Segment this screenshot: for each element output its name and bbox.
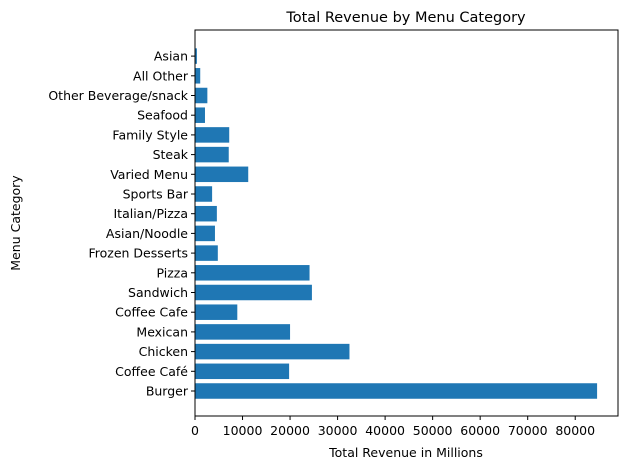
y-tick-label-mexican: Mexican [136, 324, 188, 339]
y-tick-label-italian-pizza: Italian/Pizza [113, 206, 188, 221]
bar-asian [195, 48, 197, 64]
y-tick-label-seafood: Seafood [137, 108, 188, 123]
y-tick-label-chicken: Chicken [139, 344, 188, 359]
x-tick-label-60000: 60000 [460, 423, 500, 438]
bar-seafood [195, 107, 205, 123]
y-tick-label-all-other: All Other [133, 68, 189, 83]
bar-asian-noodle [195, 225, 215, 242]
bar-italian-pizza [195, 205, 217, 222]
y-tick-label-burger: Burger [146, 384, 189, 399]
bar-frozen-desserts [195, 245, 218, 261]
y-tick-label-sandwich: Sandwich [128, 285, 188, 300]
bars [195, 48, 598, 399]
bar-pizza [195, 265, 310, 281]
bar-steak [195, 146, 229, 163]
x-ticks: 0 10000 20000 30000 40000 50000 60000 70000 8000… [191, 416, 595, 438]
y-tick-label-pizza: Pizza [156, 265, 188, 280]
x-tick-label-80000: 80000 [555, 423, 595, 438]
bar-coffee-cafe [195, 304, 238, 320]
x-tick-label-40000: 40000 [365, 423, 405, 438]
bar-sports-bar [195, 186, 213, 202]
y-tick-label-steak: Steak [153, 147, 189, 162]
bar-all-other [195, 68, 201, 84]
bar-varied-menu [195, 166, 249, 183]
x-tick-label-30000: 30000 [318, 423, 358, 438]
y-tick-label-coffee-caf: Coffee Café [115, 364, 188, 379]
bar-sandwich [195, 284, 312, 301]
chart-title: Total Revenue by Menu Category [285, 10, 526, 26]
y-tick-label-asian: Asian [154, 49, 188, 64]
bar-family-style [195, 127, 230, 143]
bar-burger [195, 383, 598, 399]
bar-chicken [195, 343, 350, 360]
x-axis-label: Total Revenue in Millions [328, 445, 483, 460]
y-tick-label-frozen-desserts: Frozen Desserts [88, 246, 188, 261]
y-axis-label: Menu Category [8, 175, 23, 271]
y-ticks: Burger Coffee Café Chicken Mexican Coffee Ca… [48, 49, 195, 399]
bar-coffee-caf [195, 363, 290, 380]
x-tick-label-10000: 10000 [223, 423, 263, 438]
y-tick-label-family-style: Family Style [112, 127, 188, 142]
plot-frame [194, 29, 619, 417]
y-tick-label-other-beverage-snack: Other Beverage/snack [48, 88, 188, 103]
x-tick-label-0: 0 [191, 423, 199, 438]
bar-mexican [195, 324, 291, 340]
x-tick-label-50000: 50000 [413, 423, 453, 438]
x-tick-label-20000: 20000 [270, 423, 310, 438]
y-tick-label-asian-noodle: Asian/Noodle [106, 226, 188, 241]
y-tick-label-varied-menu: Varied Menu [110, 167, 188, 182]
y-tick-label-sports-bar: Sports Bar [123, 187, 189, 202]
x-tick-label-70000: 70000 [508, 423, 548, 438]
bar-other-beverage-snack [195, 87, 208, 104]
y-tick-label-coffee-cafe: Coffee Cafe [115, 305, 188, 320]
